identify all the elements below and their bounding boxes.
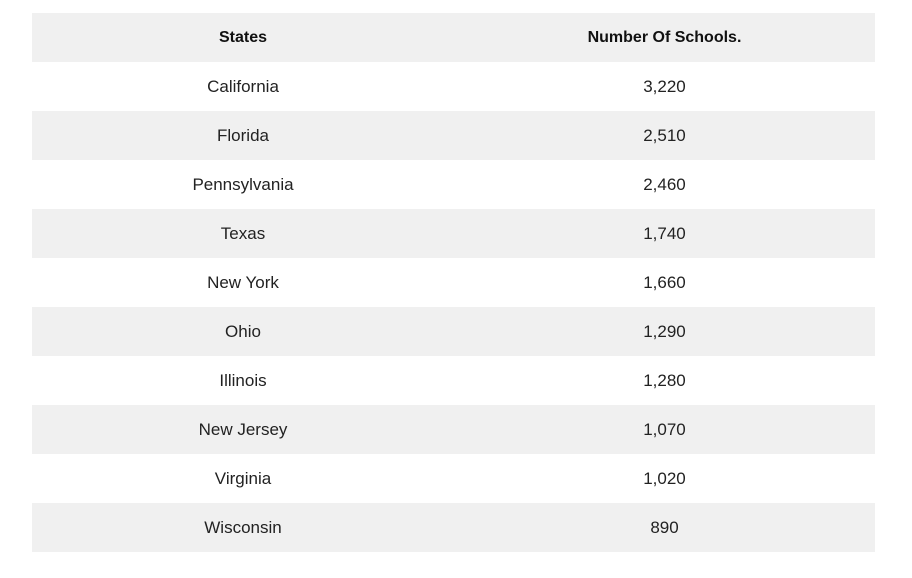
schools-table: States Number Of Schools. California 3,22…: [32, 13, 875, 552]
state-cell: California: [207, 76, 279, 96]
table-row: Wisconsin 890: [32, 503, 875, 552]
table-row: Ohio 1,290: [32, 307, 875, 356]
count-cell: 1,070: [643, 419, 686, 439]
count-cell: 1,660: [643, 272, 686, 292]
header-row: States Number Of Schools.: [32, 13, 875, 62]
table-row: Pennsylvania 2,460: [32, 160, 875, 209]
state-cell: Florida: [217, 125, 269, 145]
state-cell: New Jersey: [198, 419, 288, 439]
table-row: Illinois 1,280: [32, 356, 875, 405]
header-cell: States: [218, 28, 268, 46]
header-cell: Number Of Schools.: [587, 28, 742, 46]
state-cell: Virginia: [214, 468, 272, 488]
state-cell: New York: [207, 272, 279, 292]
table-row: Florida 2,510: [32, 111, 875, 160]
table-row: New York 1,660: [32, 258, 875, 307]
count-cell: 1,740: [643, 223, 686, 243]
count-cell: 2,460: [643, 174, 686, 194]
count-cell: 3,220: [643, 76, 686, 96]
count-cell: 1,020: [643, 468, 686, 488]
table-body: California 3,220 Florida 2,510 Pennsylvania 2…: [32, 62, 875, 552]
count-cell: 890: [650, 517, 679, 537]
table-row: Virginia 1,020: [32, 454, 875, 503]
state-cell: Wisconsin: [204, 517, 282, 537]
table-row: New Jersey 1,070: [32, 405, 875, 454]
count-cell: 1,280: [643, 370, 686, 390]
state-cell: Pennsylvania: [192, 174, 294, 194]
table-row: Texas 1,740: [32, 209, 875, 258]
count-cell: 1,290: [643, 321, 686, 341]
count-cell: 2,510: [643, 125, 686, 145]
table-row: California 3,220: [32, 62, 875, 111]
state-cell: Ohio: [225, 321, 261, 341]
state-cell: Illinois: [219, 370, 267, 390]
state-cell: Texas: [220, 223, 266, 243]
